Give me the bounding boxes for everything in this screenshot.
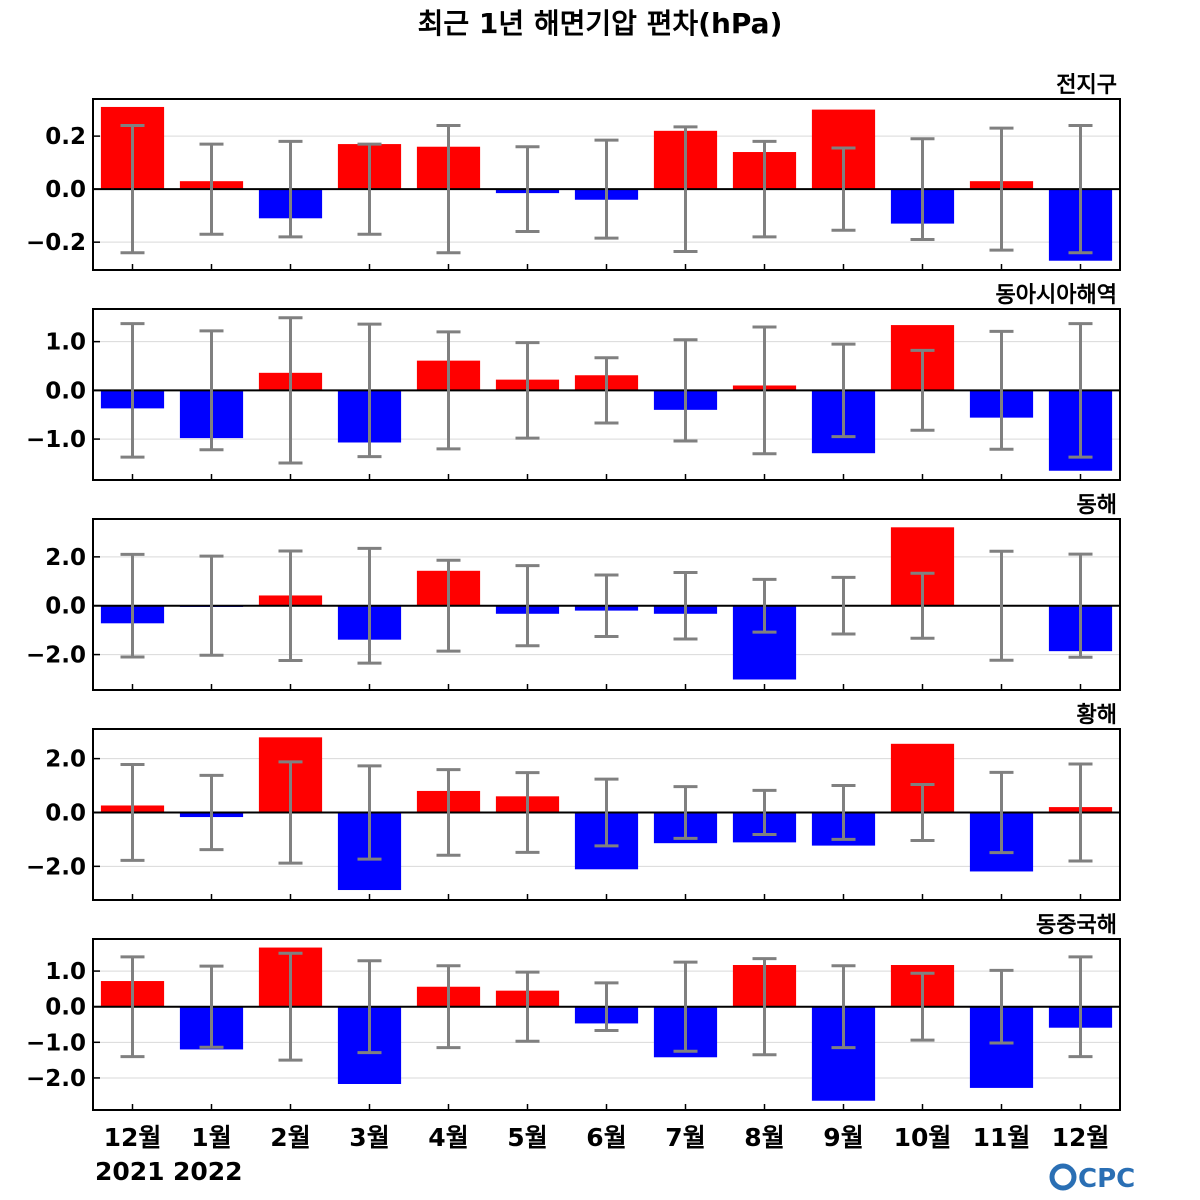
y-tick-label: −2.0: [26, 1066, 86, 1092]
panel-5: 동중국해 −2.0 −1.0 0.0 1.0 12월 1월 2월 3월 4월 5월 6월 7월 8월 9월 1…: [26, 913, 1121, 1152]
y-tick-label: 2.0: [45, 747, 86, 773]
logo-ring: [1049, 1163, 1077, 1191]
chart-title: 최근 1년 해면기압 편차(hPa): [418, 7, 783, 40]
panel-4: 황해 −2.0 0.0 2.0: [26, 703, 1121, 901]
year-label: 2022: [173, 1157, 243, 1186]
logo-text: CPC: [1078, 1164, 1135, 1194]
x-tick-label: 2월: [270, 1123, 310, 1152]
x-tick-label: 11월: [973, 1123, 1031, 1152]
y-tick-label: 2.0: [45, 545, 86, 571]
y-tick-label: 0.0: [45, 800, 86, 826]
x-tick-label: 10월: [894, 1123, 952, 1152]
x-tick-label: 1월: [191, 1123, 231, 1152]
y-tick-label: −1.0: [26, 427, 86, 453]
panel-2: 동아시아해역 −1.0 0.0 1.0: [26, 283, 1121, 481]
y-tick-label: −2.0: [26, 854, 86, 880]
x-tick-label: 12월: [1052, 1123, 1110, 1152]
panel-title: 동해: [1077, 493, 1117, 518]
year-label: 2021: [95, 1157, 165, 1186]
panel-title: 동중국해: [1036, 913, 1117, 938]
y-tick-label: −2.0: [26, 643, 86, 669]
x-tick-label: 9월: [823, 1123, 863, 1152]
x-tick-label: 5월: [507, 1123, 547, 1152]
panel-title: 동아시아해역: [996, 283, 1117, 308]
y-tick-label: −0.2: [26, 230, 86, 256]
cpc-logo: CPC: [1049, 1163, 1135, 1194]
panel-title: 전지구: [1056, 73, 1117, 98]
panel-title: 황해: [1077, 703, 1117, 728]
panel-3: 동해 −2.0 0.0 2.0: [26, 493, 1121, 691]
y-tick-label: −1.0: [26, 1030, 86, 1056]
x-tick-label: 4월: [428, 1123, 468, 1152]
y-tick-label: 0.0: [45, 594, 86, 620]
panel-1: 전지구 −0.2 0.0 0.2: [26, 73, 1121, 271]
x-tick-label: 3월: [349, 1123, 389, 1152]
x-tick-label: 8월: [744, 1123, 784, 1152]
y-tick-label: 0.2: [45, 124, 86, 150]
y-tick-label: 1.0: [45, 959, 86, 985]
y-tick-label: 1.0: [45, 330, 86, 356]
x-tick-label: 12월: [104, 1123, 162, 1152]
y-tick-label: 0.0: [45, 995, 86, 1021]
x-tick-label: 6월: [586, 1123, 626, 1152]
y-tick-label: 0.0: [45, 378, 86, 404]
x-tick-label: 7월: [665, 1123, 705, 1152]
y-tick-label: 0.0: [45, 177, 86, 203]
